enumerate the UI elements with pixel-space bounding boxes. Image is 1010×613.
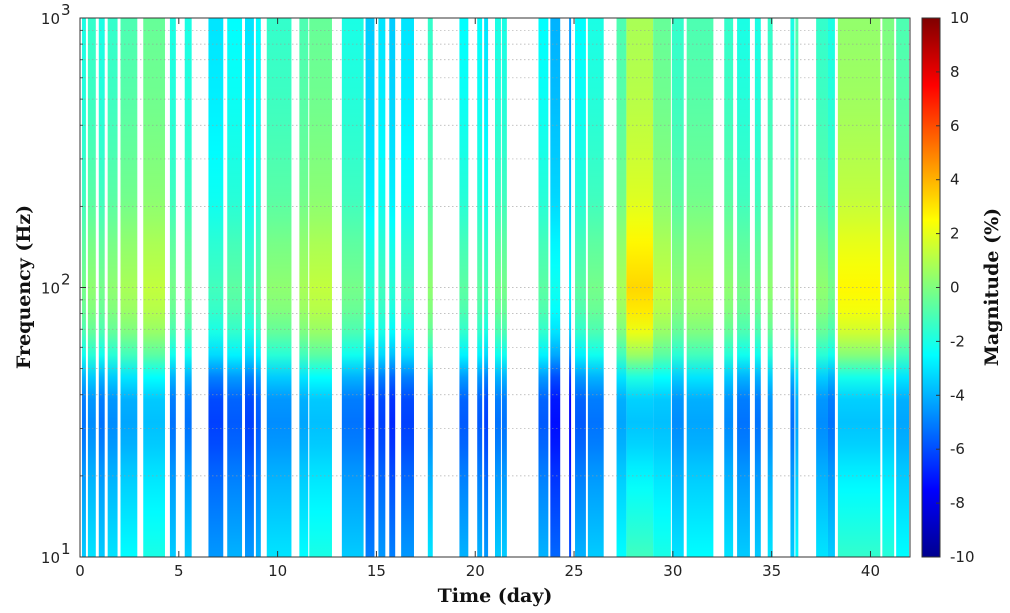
heatmap-column — [495, 18, 501, 557]
heatmap-column — [98, 18, 105, 557]
heatmap-column — [550, 18, 561, 557]
x-tick-label: 35 — [762, 562, 781, 580]
y-tick-exponent: 3 — [61, 1, 71, 19]
heatmap-column — [896, 18, 910, 557]
x-tick-label: 40 — [861, 562, 880, 580]
heatmap-column — [538, 18, 549, 557]
heatmap-column — [227, 18, 243, 557]
colorbar-tick-label: -4 — [950, 386, 965, 404]
heatmap-column — [754, 18, 761, 557]
colorbar-tick-label: -8 — [950, 494, 965, 512]
heatmap-column — [653, 18, 671, 557]
heatmap-column — [569, 18, 572, 557]
y-tick-exponent: 1 — [61, 540, 71, 558]
heatmap-column — [827, 18, 835, 557]
colorbar-label: Magnitude (%) — [981, 208, 1003, 366]
heatmap-column — [737, 18, 750, 557]
colorbar-tick-label: 0 — [950, 279, 960, 297]
heatmap-column — [767, 18, 773, 557]
y-tick-label: 10 — [41, 10, 60, 28]
x-axis-label: Time (day) — [438, 585, 553, 607]
heatmap-column — [365, 18, 375, 557]
heatmap-column — [87, 18, 96, 557]
x-axis: 0 5 10 15 20 25 30 35 40 — [75, 18, 880, 580]
heatmap-column — [255, 18, 261, 557]
x-tick-label: 20 — [466, 562, 485, 580]
x-tick-label: 15 — [367, 562, 386, 580]
heatmap-column — [816, 18, 828, 557]
x-tick-label: 30 — [663, 562, 682, 580]
heatmap-column — [587, 18, 604, 557]
heatmap-column — [459, 18, 469, 557]
heatmap-column — [671, 18, 684, 557]
heatmap-column — [401, 18, 414, 557]
colorbar-tick-label: 4 — [950, 171, 960, 189]
colorbar-tick-label: 6 — [950, 117, 960, 135]
colorbar-tick-label: -10 — [950, 548, 975, 566]
colorbar-tick-label: 10 — [950, 9, 969, 27]
y-tick-exponent: 2 — [61, 271, 71, 289]
y-tick-label: 10 — [41, 280, 60, 298]
x-tick-label: 25 — [565, 562, 584, 580]
heatmap-column — [208, 18, 224, 557]
heatmap-column — [143, 18, 165, 557]
colorbar-tick-label: -2 — [950, 332, 965, 350]
x-tick-label: 5 — [174, 562, 184, 580]
x-tick-label: 10 — [268, 562, 287, 580]
heatmap-column — [427, 18, 433, 557]
heatmap-column — [484, 18, 489, 557]
y-axis-label: Frequency (Hz) — [13, 205, 35, 369]
y-tick-label: 10 — [41, 549, 60, 567]
heatmap-column — [477, 18, 483, 557]
heatmap-column — [266, 18, 292, 557]
colorbar-ticks: 10 8 6 4 2 0 -2 -4 -6 -8 -10 — [936, 9, 975, 566]
x-tick-label: 0 — [75, 562, 85, 580]
heatmap-column — [378, 18, 386, 557]
colorbar-tick-label: 8 — [950, 63, 960, 81]
colorbar-tick-label: 2 — [950, 225, 960, 243]
heatmap-column — [299, 18, 309, 557]
colorbar-tick-label: -6 — [950, 440, 965, 458]
